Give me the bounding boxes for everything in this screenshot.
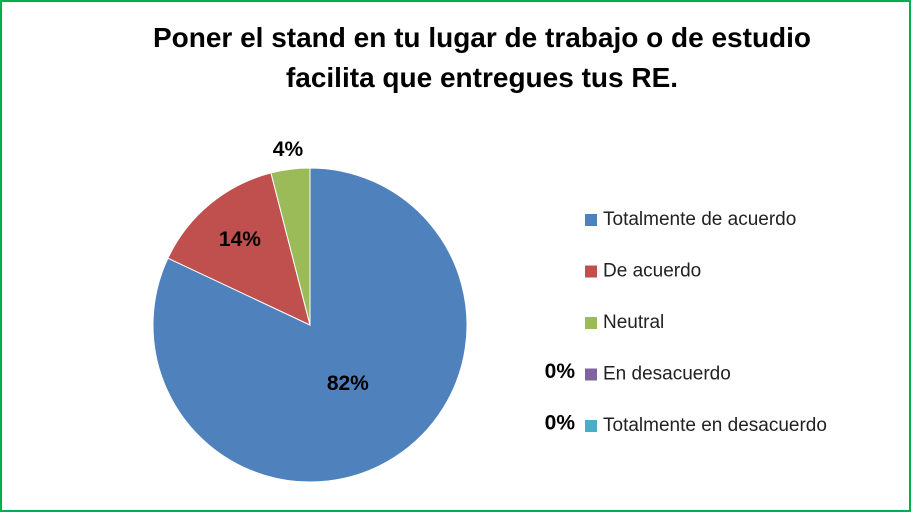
legend-swatch (585, 214, 597, 226)
legend-label: De acuerdo (603, 261, 701, 282)
legend-swatch (585, 317, 597, 329)
chart-title: Poner el stand en tu lugar de trabajo o … (152, 22, 812, 93)
legend-swatch (585, 420, 597, 432)
legend-label: Totalmente de acuerdo (603, 209, 796, 230)
data-label: 0% (545, 360, 576, 383)
data-label: 14% (219, 228, 261, 251)
legend-label: Totalmente en desacuerdo (603, 415, 827, 436)
legend-label: Neutral (603, 312, 664, 333)
legend-swatch (585, 265, 597, 278)
data-label: 4% (273, 138, 304, 161)
data-label: 82% (327, 372, 369, 395)
legend-swatch (585, 368, 597, 381)
pie-slice (270, 167, 311, 326)
pie-slice (167, 172, 311, 326)
legend-label: En desacuerdo (603, 364, 731, 385)
data-label: 0% (545, 412, 576, 435)
